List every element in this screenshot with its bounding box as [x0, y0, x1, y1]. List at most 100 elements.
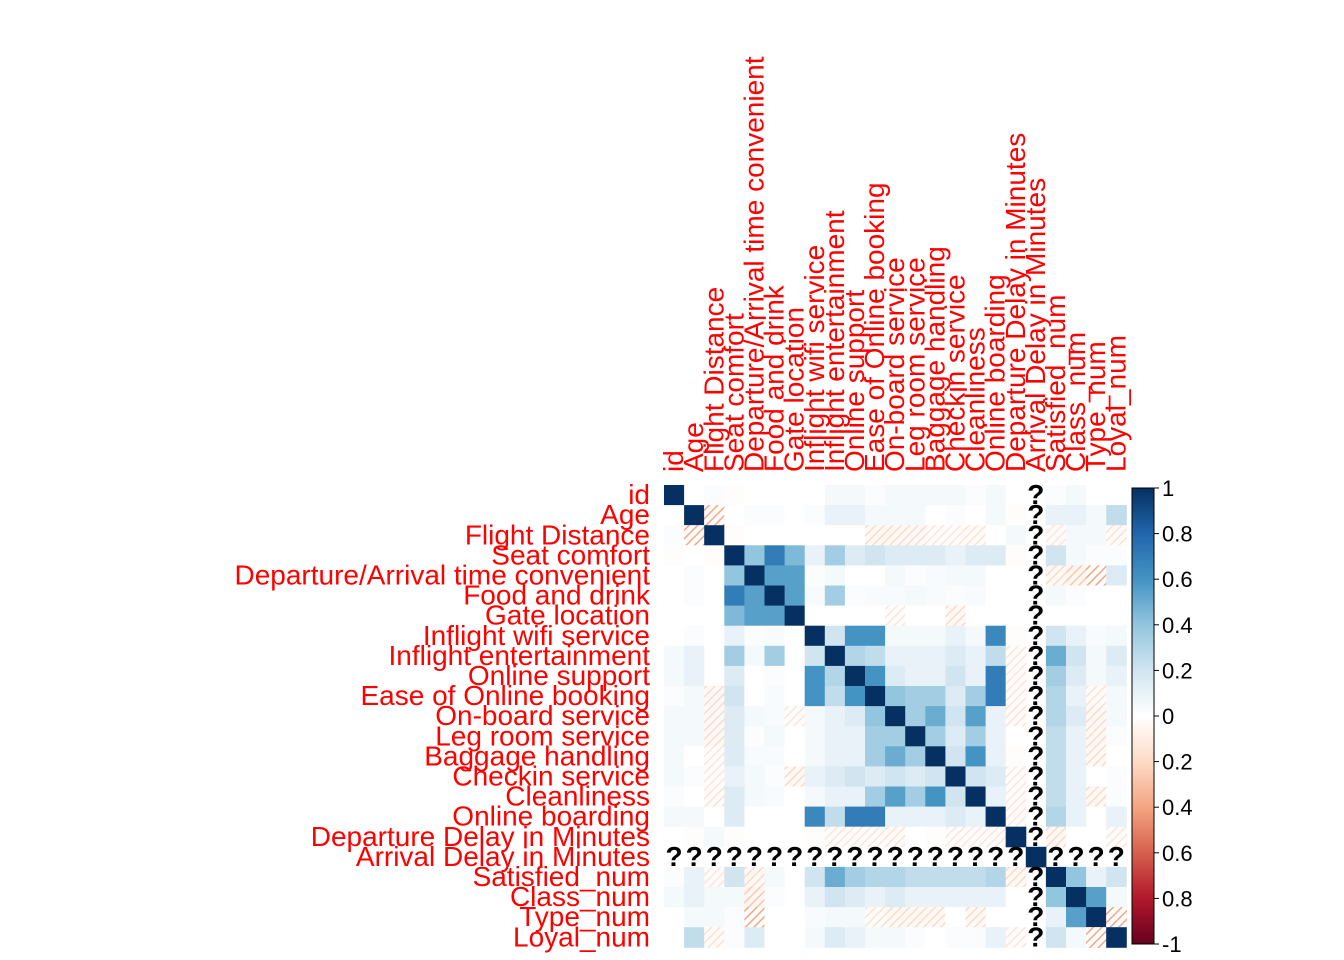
heatmap-cell	[925, 565, 946, 586]
heatmap-cell	[784, 645, 806, 667]
colorbar-gradient	[1131, 487, 1155, 945]
heatmap-cell	[945, 927, 966, 948]
heatmap-cell	[1045, 665, 1067, 687]
missing-value-mark: ?	[1027, 801, 1044, 832]
heatmap-cell	[925, 726, 946, 747]
heatmap-cell	[865, 545, 886, 566]
heatmap-cell	[965, 545, 987, 566]
heatmap-cell	[885, 766, 906, 787]
heatmap-cell	[985, 907, 1007, 928]
heatmap-cell-hatch	[1106, 907, 1127, 928]
missing-value-mark: ?	[1088, 841, 1105, 872]
column-label: Class_num	[1060, 332, 1091, 472]
heatmap-cell	[704, 665, 725, 687]
heatmap-cell	[784, 866, 806, 888]
heatmap-cell-hatch	[865, 525, 886, 546]
heatmap-cell	[985, 766, 1007, 787]
heatmap-cell-hatch	[744, 907, 765, 928]
colorbar-tick-label: 0.4	[1162, 795, 1193, 820]
heatmap-cell	[865, 605, 886, 627]
missing-value-mark: ?	[1027, 620, 1044, 651]
row-label: Seat comfort	[491, 539, 650, 570]
heatmap-cell	[865, 806, 886, 828]
heatmap-cell	[704, 625, 725, 647]
row-label: Cleanliness	[505, 781, 650, 812]
heatmap-cell	[844, 665, 866, 687]
heatmap-cell	[704, 887, 725, 908]
heatmap-cell	[945, 806, 966, 828]
heatmap-cell	[905, 485, 926, 506]
missing-value-mark: ?	[766, 841, 783, 872]
heatmap-cell-hatch	[985, 826, 1007, 848]
heatmap-cell	[764, 545, 786, 566]
heatmap-cell	[1086, 766, 1107, 787]
heatmap-cell	[1066, 706, 1087, 727]
heatmap-cell	[724, 625, 745, 647]
heatmap-cell	[985, 686, 1007, 707]
heatmap-cell	[804, 806, 826, 828]
heatmap-cell	[844, 766, 866, 787]
row-label: Leg room service	[435, 720, 650, 751]
heatmap-cell	[1045, 866, 1067, 888]
missing-value-mark: ?	[887, 841, 904, 872]
heatmap-cell	[784, 605, 806, 627]
heatmap-cell-hatch	[925, 907, 946, 928]
heatmap-cell	[925, 545, 946, 566]
heatmap-cell	[724, 786, 745, 808]
heatmap-cell	[804, 907, 826, 928]
heatmap-cell-hatch	[1045, 565, 1067, 586]
heatmap-cell	[684, 706, 705, 727]
heatmap-cell	[945, 746, 966, 767]
heatmap-cell-hatch	[1045, 826, 1067, 848]
heatmap-cell	[965, 565, 987, 586]
heatmap-cell	[1045, 545, 1067, 566]
heatmap-cell	[724, 585, 745, 607]
heatmap-cell-hatch	[784, 706, 806, 727]
heatmap-cell	[965, 887, 987, 908]
missing-value-mark: ?	[726, 841, 743, 872]
heatmap-cell	[985, 786, 1007, 808]
heatmap-cell	[724, 726, 745, 747]
row-label: Satisfied_num	[473, 861, 650, 892]
heatmap-cell	[905, 505, 926, 526]
heatmap-cell	[1045, 766, 1067, 787]
heatmap-cell	[704, 545, 725, 566]
heatmap-cell	[885, 585, 906, 607]
heatmap-cell	[804, 726, 826, 747]
heatmap-cell	[925, 786, 946, 808]
heatmap-cell	[844, 525, 866, 546]
heatmap-cell	[724, 686, 745, 707]
heatmap-cell	[965, 665, 987, 687]
row-label: Age	[600, 499, 650, 530]
heatmap-cell	[744, 665, 765, 687]
heatmap-cell	[844, 786, 866, 808]
heatmap-cell	[865, 485, 886, 506]
heatmap-cell	[1106, 746, 1127, 767]
column-label: Ease of Online booking	[859, 182, 890, 472]
heatmap-cell	[925, 806, 946, 828]
heatmap-cell-hatch	[704, 786, 725, 808]
row-label: Ease of Online booking	[360, 680, 650, 711]
row-label: Departure Delay in Minutes	[311, 821, 650, 852]
heatmap-cell	[724, 907, 745, 928]
missing-value-mark: ?	[1027, 720, 1044, 751]
heatmap-cell	[824, 665, 846, 687]
heatmap-cell	[784, 746, 806, 767]
heatmap-cell	[905, 806, 926, 828]
heatmap-cell	[804, 525, 826, 546]
heatmap-cell	[985, 525, 1007, 546]
heatmap-cell	[1066, 826, 1087, 848]
heatmap-cell	[1086, 887, 1107, 908]
heatmap-cell	[865, 887, 886, 908]
row-label: Type_num	[519, 901, 650, 932]
missing-value-mark: ?	[927, 841, 944, 872]
heatmap-cell	[985, 706, 1007, 727]
missing-value-mark: ?	[1007, 841, 1024, 872]
heatmap-cell	[965, 625, 987, 647]
heatmap-cell	[1066, 665, 1087, 687]
heatmap-cell	[1005, 525, 1027, 546]
heatmap-cell	[684, 786, 705, 808]
heatmap-cell	[885, 686, 906, 707]
